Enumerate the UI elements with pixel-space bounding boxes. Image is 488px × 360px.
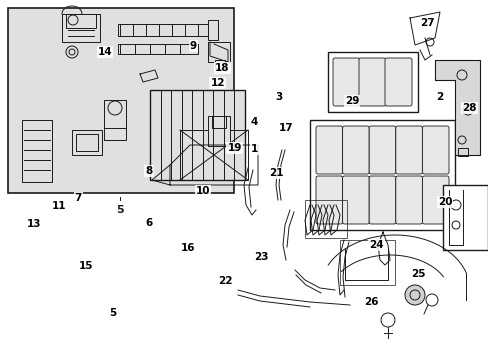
Bar [66, 14, 96, 28]
Text: 5: 5 [116, 205, 123, 215]
FancyBboxPatch shape [368, 126, 395, 174]
Bar [22, 120, 52, 182]
Text: 10: 10 [195, 186, 210, 196]
Bar [327, 52, 417, 112]
Bar [8, 8, 234, 193]
Text: 5: 5 [109, 308, 116, 318]
Bar [104, 100, 126, 128]
Text: 15: 15 [78, 261, 93, 271]
Text: 1: 1 [250, 144, 257, 154]
Bar [118, 44, 198, 54]
Bar [457, 148, 467, 156]
Text: 21: 21 [268, 168, 283, 178]
Text: 26: 26 [364, 297, 378, 307]
FancyBboxPatch shape [315, 176, 342, 224]
Text: 17: 17 [278, 123, 293, 133]
Text: 29: 29 [344, 96, 359, 106]
Text: 23: 23 [254, 252, 268, 262]
Text: 14: 14 [98, 47, 112, 57]
Bar [442, 185, 487, 250]
Text: 27: 27 [420, 18, 434, 28]
Text: 3: 3 [275, 92, 282, 102]
Bar [207, 20, 218, 40]
FancyBboxPatch shape [395, 176, 422, 224]
Text: 18: 18 [215, 63, 229, 73]
Text: 11: 11 [51, 201, 66, 211]
FancyBboxPatch shape [384, 58, 411, 106]
Text: 28: 28 [461, 103, 476, 113]
Bar [207, 116, 229, 146]
Text: 19: 19 [227, 143, 242, 153]
FancyBboxPatch shape [395, 126, 422, 174]
Bar [309, 120, 454, 230]
Bar [62, 14, 100, 42]
Text: 13: 13 [27, 219, 41, 229]
FancyBboxPatch shape [358, 58, 385, 106]
Bar [215, 60, 224, 68]
FancyBboxPatch shape [332, 58, 359, 106]
Text: 8: 8 [145, 166, 152, 176]
Text: 4: 4 [250, 117, 258, 127]
Bar [118, 24, 216, 36]
Bar [212, 116, 225, 128]
Text: 12: 12 [210, 78, 224, 88]
Bar [150, 90, 244, 180]
Circle shape [404, 285, 424, 305]
FancyBboxPatch shape [422, 176, 448, 224]
Text: 20: 20 [437, 197, 451, 207]
FancyBboxPatch shape [315, 126, 342, 174]
FancyBboxPatch shape [342, 126, 368, 174]
Text: 22: 22 [217, 276, 232, 286]
Text: 25: 25 [410, 269, 425, 279]
FancyBboxPatch shape [342, 176, 368, 224]
Bar [76, 134, 98, 151]
Bar [305, 200, 346, 238]
Bar [339, 240, 394, 285]
Text: 2: 2 [436, 92, 443, 102]
Text: 24: 24 [368, 240, 383, 250]
FancyBboxPatch shape [422, 126, 448, 174]
Bar [207, 42, 229, 62]
Text: 9: 9 [189, 41, 196, 51]
Text: 6: 6 [145, 218, 152, 228]
Text: 16: 16 [181, 243, 195, 253]
FancyBboxPatch shape [368, 176, 395, 224]
Bar [180, 130, 247, 180]
Bar [72, 130, 102, 155]
Polygon shape [434, 60, 479, 155]
Text: 7: 7 [74, 193, 82, 203]
